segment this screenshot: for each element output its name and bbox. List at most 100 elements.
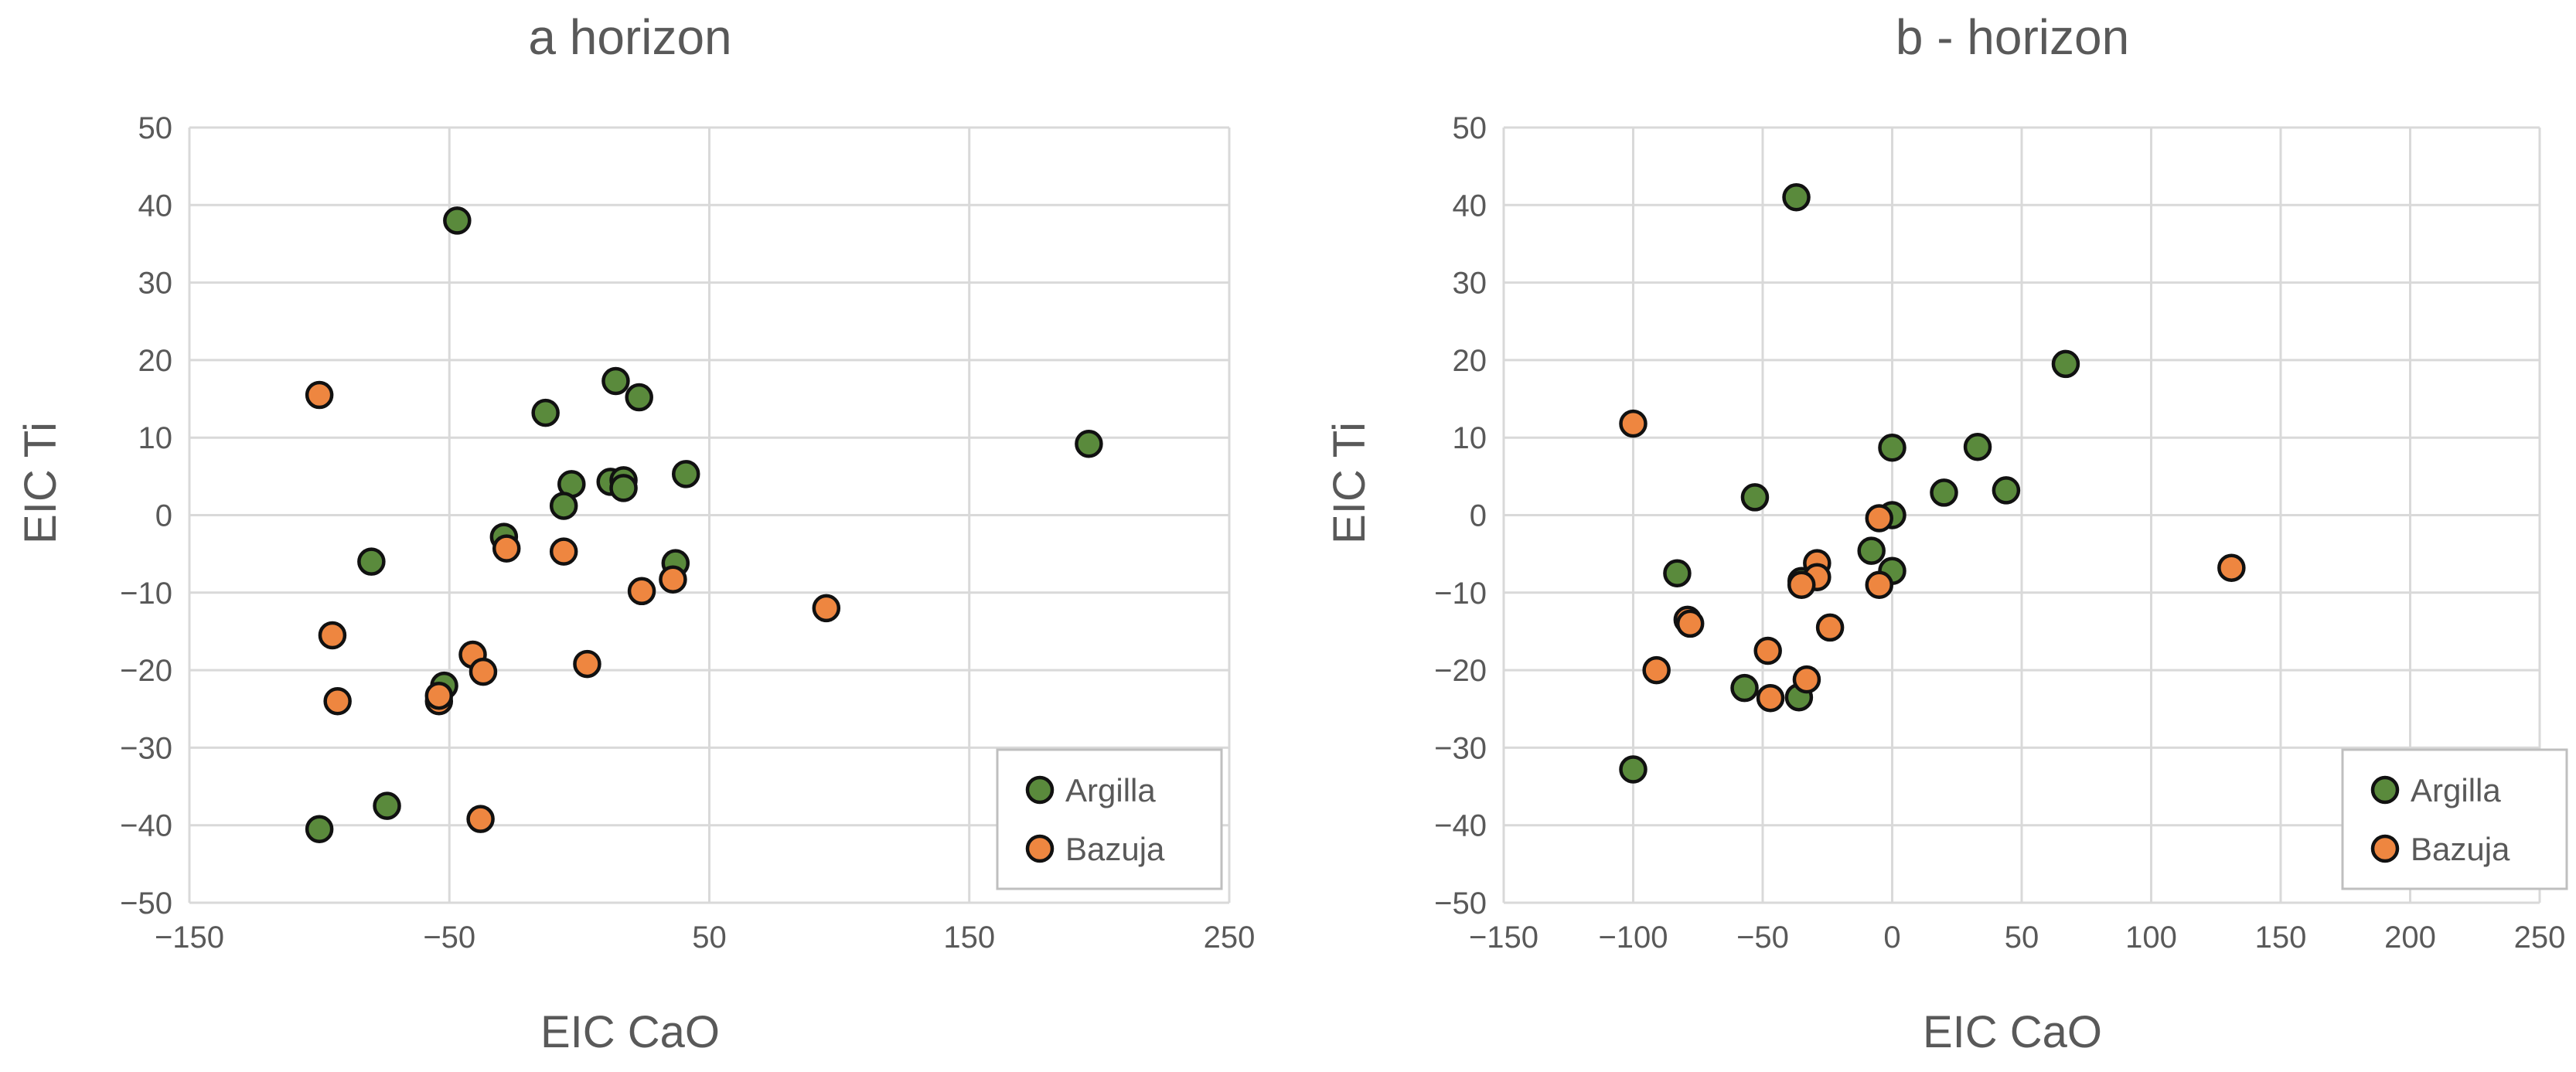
- chart-a-ytick-label: 40: [138, 189, 173, 223]
- chart-a-point-argilla: [549, 492, 578, 520]
- chart-a-point-bazuja: [549, 537, 578, 566]
- chart-b-point-bazuja: [1753, 636, 1782, 665]
- chart-b-point-bazuja: [1787, 570, 1816, 600]
- chart-a-point-bazuja: [469, 657, 498, 686]
- chart-b-yticks: 50 40 30 20 10 0 −10 −20 −30 −40 −50: [1434, 111, 1487, 921]
- chart-a-point-bazuja: [318, 621, 347, 650]
- chart-a-xtick-label: −150: [155, 921, 224, 955]
- chart-b-legend-bazuja-marker: [2370, 834, 2400, 863]
- chart-b-point-argilla: [1619, 755, 1647, 784]
- chart-b-points: [1619, 183, 2246, 784]
- chart-a-point-bazuja: [812, 594, 841, 623]
- chart-b-ytick-label: 20: [1453, 344, 1487, 378]
- chart-a-point-argilla: [625, 383, 653, 412]
- chart-b-point-argilla: [1730, 673, 1759, 703]
- chart-b-point-bazuja: [1792, 665, 1821, 694]
- chart-b-legend-argilla-label: Argilla: [2411, 772, 2501, 808]
- chart-a-legend-argilla-marker: [1025, 775, 1055, 805]
- chart-a-point-argilla: [305, 815, 334, 843]
- chart-a-point-bazuja: [323, 686, 352, 716]
- chart-a-ylabel: EIC Ti: [15, 422, 66, 544]
- chart-b-xtick-label: 50: [2005, 921, 2039, 955]
- chart-b-xlabel: EIC CaO: [1923, 1007, 2102, 1057]
- chart-b-xtick-label: 100: [2125, 921, 2177, 955]
- chart-b-title: b - horizon: [1896, 9, 2129, 65]
- chart-a-point-argilla: [1075, 429, 1103, 458]
- chart-b-ytick-label: 0: [1470, 499, 1487, 533]
- chart-b-ytick-label: 10: [1453, 421, 1487, 455]
- chart-b-point-bazuja: [1619, 409, 1647, 438]
- chart-b-point-argilla: [1930, 478, 1958, 507]
- chart-a-yticks: 50 40 30 20 10 0 −10 −20 −30 −40 −50: [120, 111, 172, 921]
- chart-a-point-bazuja: [627, 577, 656, 606]
- chart-b-point-bazuja: [1675, 609, 1705, 638]
- chart-b-xticks: −150 −100 −50 0 50 100 150 200 250: [1469, 921, 2565, 955]
- chart-b-point-argilla: [2051, 349, 2080, 379]
- chart-b-point-bazuja: [1865, 570, 1893, 600]
- chart-a-legend-argilla-label: Argilla: [1065, 772, 1156, 808]
- chart-b-xtick-label: 200: [2384, 921, 2436, 955]
- chart-a: a horizon 50 40 30 20 10 0 −10 −20 −30 −40 −50 −15…: [15, 9, 1255, 1057]
- chart-a-point-argilla: [531, 398, 560, 427]
- chart-b-point-bazuja: [1642, 655, 1671, 685]
- chart-a-xtick-label: 150: [943, 921, 995, 955]
- chart-b-ytick-label: 50: [1453, 111, 1487, 145]
- chart-b-ytick-label: −10: [1434, 577, 1487, 611]
- chart-a-xtick-label: 250: [1204, 921, 1256, 955]
- chart-a-point-bazuja: [305, 380, 334, 410]
- chart-a-xticks: −150 −50 50 150 250: [155, 921, 1255, 955]
- chart-b-ytick-label: −30: [1434, 731, 1487, 765]
- chart-a-legend: Argilla Bazuja: [996, 748, 1223, 890]
- chart-a-title: a horizon: [528, 9, 731, 65]
- chart-b-ytick-label: 40: [1453, 189, 1487, 223]
- chart-a-xtick-label: −50: [423, 921, 475, 955]
- chart-a-ytick-label: 30: [138, 267, 173, 301]
- chart-a-point-bazuja: [466, 805, 495, 833]
- chart-a-points: [305, 206, 1103, 843]
- chart-a-legend-box: [996, 748, 1223, 890]
- chart-a-point-argilla: [601, 366, 630, 396]
- chart-a-ytick-label: 20: [138, 344, 173, 378]
- chart-b-legend-argilla-marker: [2370, 775, 2400, 805]
- chart-b-ytick-label: −40: [1434, 809, 1487, 843]
- chart-b-xtick-label: −100: [1598, 921, 1668, 955]
- chart-b-xtick-label: 150: [2255, 921, 2307, 955]
- chart-b-point-argilla: [1857, 536, 1886, 565]
- chart-b-point-bazuja: [2217, 553, 2246, 582]
- chart-b-point-argilla: [1992, 476, 2021, 505]
- chart-b-point-argilla: [1963, 432, 1992, 461]
- chart-b-xtick-label: −50: [1736, 921, 1789, 955]
- chart-b-ytick-label: −20: [1434, 654, 1487, 688]
- chart-a-point-argilla: [671, 460, 700, 488]
- chart-a-grid: [188, 126, 1231, 904]
- chart-b-point-argilla: [1740, 483, 1770, 512]
- chart-a-point-bazuja: [492, 534, 521, 563]
- chart-a-xlabel: EIC CaO: [540, 1007, 720, 1057]
- chart-b-point-argilla: [1878, 433, 1906, 462]
- chart-a-point-bazuja: [424, 681, 454, 710]
- chart-a-point-argilla: [373, 791, 401, 820]
- chart-b-legend-box: [2341, 748, 2568, 890]
- chart-b-ytick-label: −50: [1434, 887, 1487, 921]
- chart-a-ytick-label: −10: [120, 577, 172, 611]
- chart-b-legend: Argilla Bazuja: [2341, 748, 2568, 890]
- chart-a-point-bazuja: [573, 649, 601, 679]
- chart-b-ylabel: EIC Ti: [1324, 422, 1375, 544]
- chart-b-grid: [1502, 126, 2541, 904]
- chart-a-ytick-label: 10: [138, 421, 173, 455]
- chart-a-ytick-label: −50: [120, 887, 172, 921]
- chart-a-xtick-label: 50: [692, 921, 727, 955]
- chart-a-ytick-label: −40: [120, 809, 172, 843]
- chart-b-point-bazuja: [1815, 613, 1845, 642]
- chart-b-legend-bazuja-label: Bazuja: [2411, 831, 2510, 867]
- chart-a-point-bazuja: [659, 565, 687, 594]
- chart-a-legend-bazuja-marker: [1025, 834, 1055, 863]
- chart-a-ytick-label: −20: [120, 654, 172, 688]
- chart-b-point-argilla: [1782, 183, 1811, 212]
- chart-a-point-argilla: [609, 474, 638, 502]
- chart-b-point-bazuja: [1756, 683, 1785, 713]
- chart-a-point-argilla: [443, 206, 472, 235]
- chart-a-ytick-label: −30: [120, 731, 172, 765]
- chart-b-point-bazuja: [1865, 504, 1893, 533]
